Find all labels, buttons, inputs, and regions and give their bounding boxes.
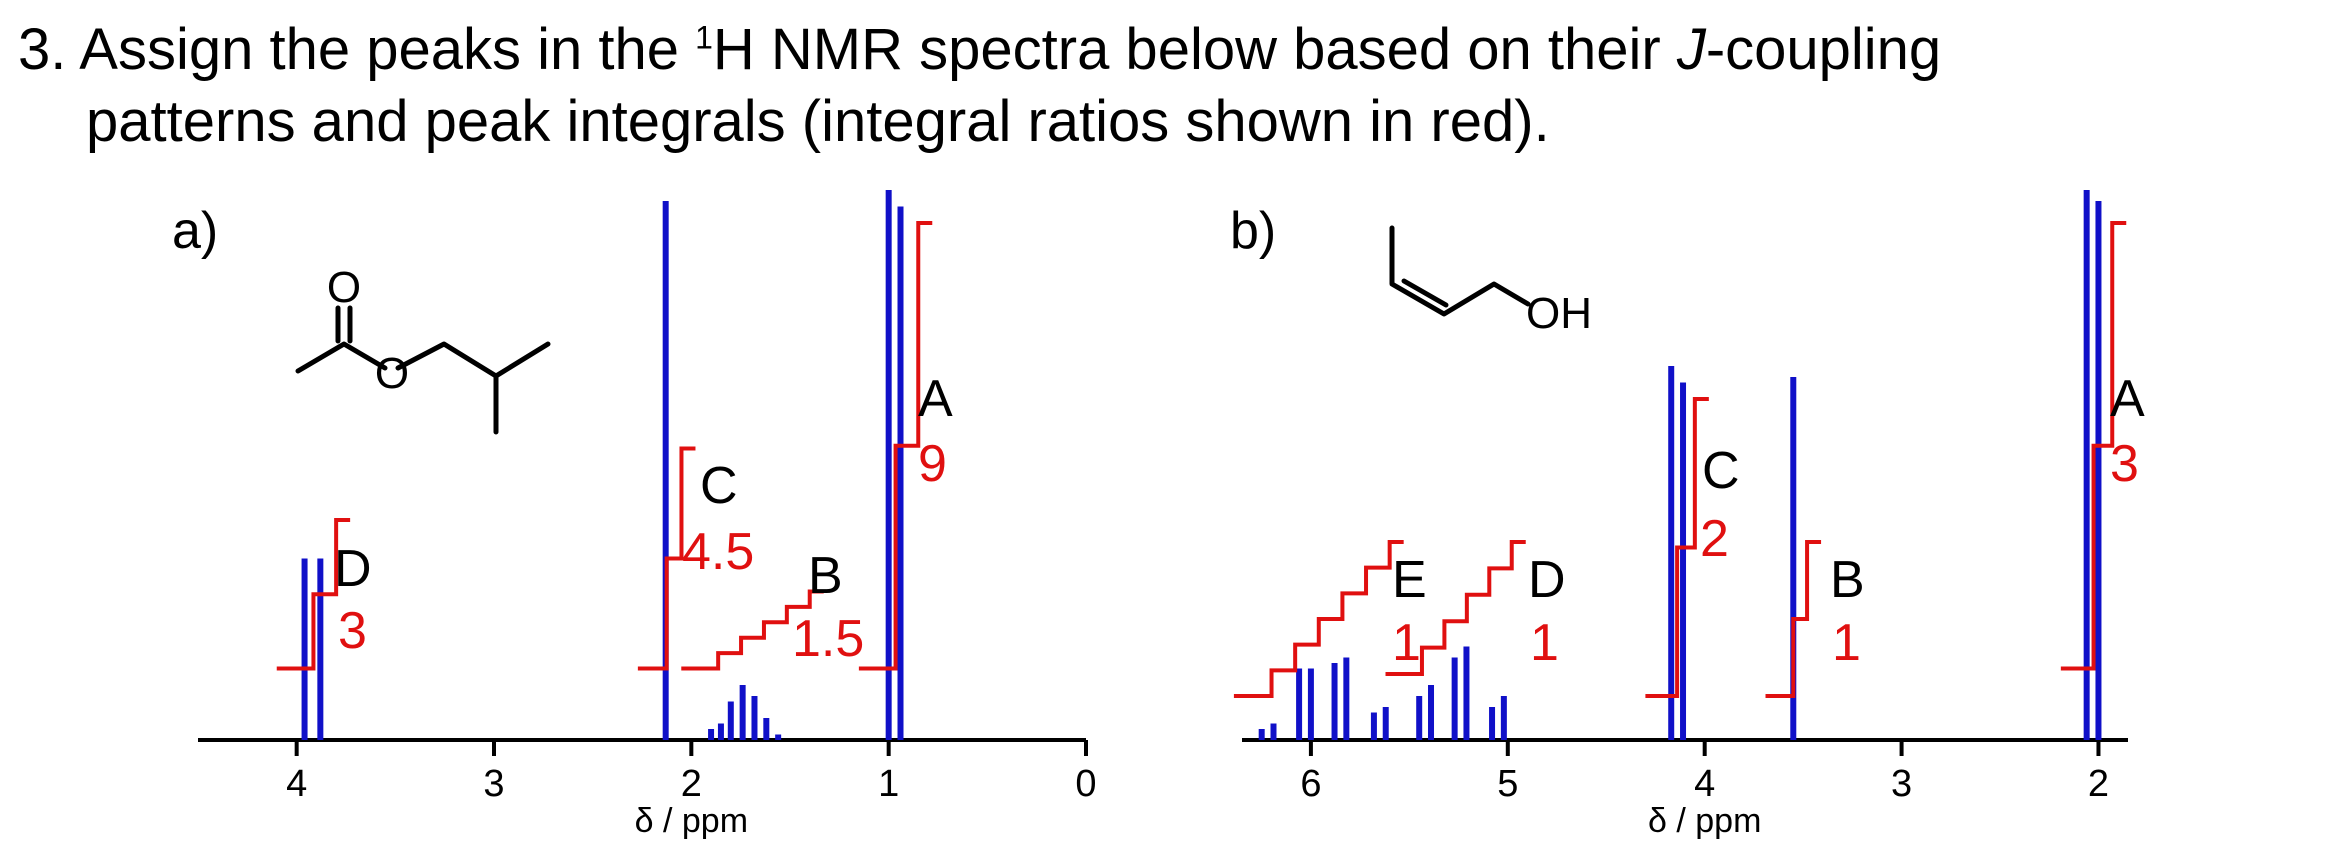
integral-curve [858, 221, 933, 671]
x-tick-label: 2 [2088, 763, 2109, 805]
question-text-b: H NMR spectra below based on their [712, 17, 1677, 82]
x-tick-label: 4 [286, 763, 307, 805]
integral-value: 1 [1832, 614, 1861, 672]
signal-letter: B [808, 547, 843, 605]
integral-value: 4.5 [682, 523, 754, 581]
molecule-b-bonds [1389, 225, 1531, 317]
question-italic-j: J [1676, 17, 1706, 82]
integral-curve [1765, 540, 1822, 698]
molecule-b-structure [1389, 225, 1531, 317]
question-text-c: -coupling [1705, 17, 1942, 82]
signal-letter: E [1392, 551, 1427, 609]
signal-letter: A [2110, 370, 2145, 428]
integral-curve [2060, 221, 2127, 671]
signal-letter: A [918, 370, 953, 428]
molecule-b-double-bond [1401, 278, 1449, 308]
integral-value: 1 [1392, 614, 1421, 672]
molecule-a-ester-oxygen: O [375, 349, 409, 398]
integral-curve [681, 589, 824, 671]
question-text: 3. Assign the peaks in the 1H NMR spectr… [18, 14, 2298, 158]
signal-letter: D [1528, 551, 1566, 609]
panel-label: b) [1230, 202, 1276, 260]
integral-value: 1 [1530, 614, 1559, 672]
integral-value: 3 [2110, 435, 2139, 493]
x-tick-label: 1 [878, 763, 899, 805]
signal-letter: D [334, 540, 372, 598]
molecule-a-carbonyl-oxygen: O [327, 263, 361, 312]
molecule-a-carbonyl-bond [335, 305, 353, 344]
signal-letter: C [1702, 442, 1740, 500]
molecule-a-structure [295, 305, 551, 435]
integral-value: 3 [338, 602, 367, 660]
molecule-a-bonds [295, 341, 551, 435]
x-axis-label: δ / ppm [1648, 802, 1761, 840]
integral-curve [276, 518, 351, 671]
integral-curve [1233, 540, 1404, 698]
integral-value: 9 [918, 435, 947, 493]
x-tick-label: 4 [1694, 763, 1715, 805]
signal-letter: B [1830, 551, 1865, 609]
question-number: 3. [18, 17, 67, 82]
integral-value: 1.5 [792, 610, 864, 668]
question-text-a: Assign the peaks in the [79, 17, 696, 82]
molecule-b-hydroxyl-label: OH [1526, 289, 1592, 338]
x-tick-label: 3 [483, 763, 504, 805]
x-axis-label: δ / ppm [635, 802, 748, 840]
signal-letter: C [700, 457, 738, 515]
integral-curve [637, 446, 696, 671]
question-superscript: 1 [695, 19, 713, 56]
x-tick-label: 2 [681, 763, 702, 805]
integral-curve [1645, 397, 1709, 698]
panel-label: a) [172, 202, 218, 260]
integral-curve [1385, 540, 1526, 676]
x-tick-label: 0 [1075, 763, 1096, 805]
integral-value: 2 [1700, 510, 1729, 568]
question-line-2: patterns and peak integrals (integral ra… [86, 89, 1550, 154]
x-tick-label: 5 [1497, 763, 1518, 805]
x-tick-label: 6 [1300, 763, 1321, 805]
x-tick-label: 3 [1891, 763, 1912, 805]
